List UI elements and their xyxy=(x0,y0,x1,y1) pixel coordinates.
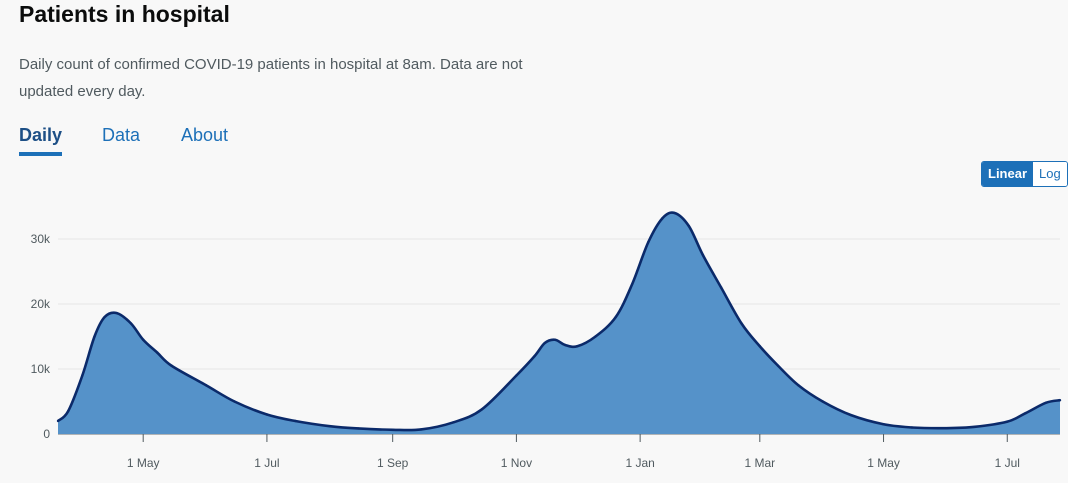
series-area xyxy=(58,212,1060,434)
data-point xyxy=(740,322,743,325)
y-tick-label: 10k xyxy=(31,362,51,376)
x-tick-label: 1 Mar xyxy=(744,456,775,470)
data-point xyxy=(910,426,914,429)
data-point xyxy=(103,315,106,319)
log-scale-button[interactable]: Log xyxy=(1033,162,1067,186)
data-point xyxy=(661,217,664,220)
data-point xyxy=(156,351,159,354)
data-point xyxy=(233,400,236,403)
data-point xyxy=(1006,420,1009,423)
y-tick-label: 0 xyxy=(43,427,50,441)
data-point xyxy=(129,322,133,325)
data-point xyxy=(973,425,977,429)
data-point xyxy=(515,374,518,377)
data-point xyxy=(701,254,705,257)
data-point xyxy=(533,354,536,358)
data-point xyxy=(93,335,96,338)
data-point xyxy=(797,384,800,387)
data-point xyxy=(115,311,119,315)
data-point xyxy=(882,423,885,426)
data-point xyxy=(141,338,145,341)
data-point xyxy=(563,343,567,347)
linear-scale-button[interactable]: Linear xyxy=(982,162,1034,186)
data-point xyxy=(1024,412,1027,415)
data-point xyxy=(614,315,617,319)
data-point xyxy=(204,384,208,387)
data-point xyxy=(66,410,70,413)
y-tick-label: 30k xyxy=(31,232,51,246)
data-point xyxy=(543,341,547,345)
tab-data[interactable]: Data xyxy=(102,125,141,145)
data-point xyxy=(594,335,597,338)
data-point xyxy=(452,421,455,424)
x-tick-label: 1 Jul xyxy=(995,456,1020,470)
page-title: Patients in hospital xyxy=(19,1,230,27)
tab-daily[interactable]: Daily xyxy=(19,125,63,156)
tab-about[interactable]: About xyxy=(181,125,229,145)
x-tick-label: 1 Jul xyxy=(254,456,279,470)
data-point xyxy=(1058,399,1062,402)
data-point xyxy=(391,428,394,431)
x-tick-label: 1 May xyxy=(127,456,160,470)
chart-description: Daily count of confirmed COVID-19 patien… xyxy=(19,56,523,100)
scale-toggle: Linear Log xyxy=(981,161,1068,187)
data-point xyxy=(294,419,297,423)
x-tick-label: 1 Nov xyxy=(501,456,532,470)
data-point xyxy=(687,224,691,228)
x-tick-label: 1 Jan xyxy=(625,456,654,470)
data-point xyxy=(673,211,676,215)
data-point xyxy=(630,283,634,286)
y-tick-label: 20k xyxy=(31,297,51,311)
data-point xyxy=(849,413,853,417)
data-point xyxy=(647,241,650,244)
data-point xyxy=(821,400,824,403)
data-point xyxy=(776,364,780,367)
x-tick-label: 1 Sep xyxy=(377,456,409,470)
data-point xyxy=(553,338,557,341)
data-point xyxy=(1044,401,1048,404)
data-point xyxy=(56,419,60,423)
data-point xyxy=(720,286,723,289)
x-tick-label: 1 May xyxy=(867,456,900,470)
data-point xyxy=(945,426,948,430)
data-point xyxy=(328,425,331,428)
data-point xyxy=(419,428,423,431)
data-point xyxy=(265,413,269,416)
data-point xyxy=(758,345,762,348)
data-point xyxy=(576,345,579,348)
data-point xyxy=(480,408,484,411)
data-point xyxy=(81,374,84,377)
data-point xyxy=(356,427,360,430)
data-point xyxy=(170,364,173,367)
